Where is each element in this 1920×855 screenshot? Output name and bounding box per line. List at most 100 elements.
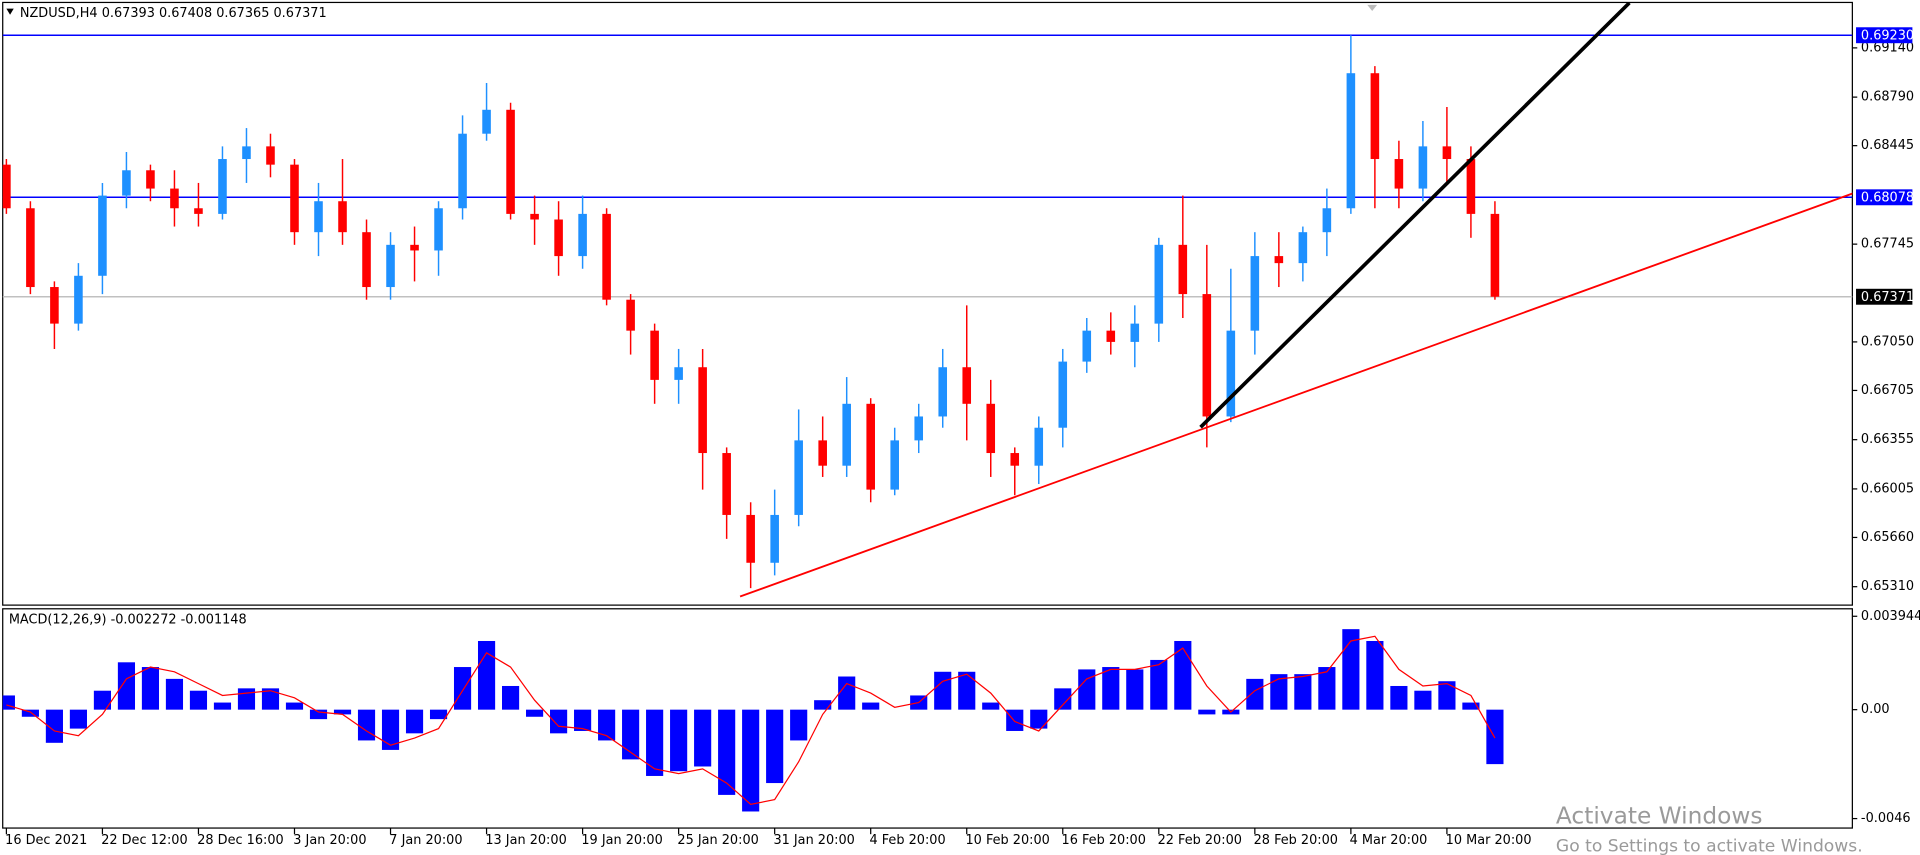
candle-body bbox=[170, 188, 179, 209]
candle-body bbox=[1418, 146, 1428, 189]
candle-body bbox=[1250, 256, 1260, 331]
macd-bar bbox=[574, 709, 592, 731]
x-tick-label: 22 Dec 12:00 bbox=[101, 833, 187, 848]
candle-body bbox=[770, 514, 779, 563]
macd-bar bbox=[1198, 709, 1216, 715]
candle-body bbox=[1394, 159, 1404, 189]
macd-bar bbox=[285, 702, 304, 710]
macd-bar bbox=[1054, 688, 1072, 710]
macd-bar bbox=[1174, 640, 1192, 710]
macd-bar bbox=[1414, 690, 1432, 710]
candle-body bbox=[338, 201, 347, 233]
macd-bar bbox=[261, 688, 280, 710]
candle-body bbox=[1322, 208, 1332, 233]
macd-bar bbox=[958, 671, 976, 710]
main-panel bbox=[2, 1, 1853, 606]
macd-bar bbox=[622, 709, 640, 760]
macd-bar bbox=[1270, 674, 1288, 710]
macd-bar bbox=[1462, 702, 1480, 710]
candle-body bbox=[554, 219, 563, 257]
candle-body bbox=[314, 201, 323, 233]
macd-bar bbox=[357, 709, 376, 741]
macd-bar bbox=[766, 709, 784, 784]
candle-body bbox=[146, 170, 155, 189]
candle-body bbox=[986, 403, 996, 454]
candle-body bbox=[482, 109, 491, 134]
macd-bar bbox=[1246, 678, 1264, 710]
x-tick-label: 4 Feb 20:00 bbox=[869, 833, 945, 848]
candle-body bbox=[1202, 294, 1212, 417]
candle-body bbox=[962, 367, 972, 404]
macd-bar bbox=[1342, 629, 1360, 710]
y-tick-label: 0.68445 bbox=[1861, 138, 1914, 153]
candle-body bbox=[1082, 330, 1092, 362]
y-tick-label: 0.00 bbox=[1861, 702, 1890, 717]
candle-body bbox=[842, 403, 851, 466]
macd-bar bbox=[237, 688, 256, 710]
watermark-title: Activate Windows bbox=[1556, 803, 1763, 830]
macd-bar bbox=[646, 709, 664, 776]
macd-bar bbox=[1006, 709, 1024, 731]
candle-body bbox=[938, 367, 948, 417]
candle-body bbox=[1226, 330, 1236, 417]
candle-body bbox=[650, 330, 659, 380]
candle-body bbox=[1466, 159, 1476, 214]
candle-body bbox=[266, 146, 275, 165]
candle-body bbox=[386, 244, 395, 288]
macd-bar bbox=[45, 709, 63, 743]
candle-body bbox=[698, 367, 707, 454]
y-tick-label: 0.67745 bbox=[1861, 237, 1914, 252]
macd-bar bbox=[333, 709, 352, 715]
x-tick-label: 22 Feb 20:00 bbox=[1158, 833, 1242, 848]
x-tick-label: 3 Jan 20:00 bbox=[293, 833, 366, 848]
x-tick-label: 4 Mar 20:00 bbox=[1350, 833, 1428, 848]
candle-body bbox=[914, 416, 924, 441]
macd-panel bbox=[2, 608, 1853, 829]
candle-body bbox=[122, 170, 131, 196]
candle-body bbox=[1370, 73, 1380, 160]
x-tick-label: 16 Feb 20:00 bbox=[1062, 833, 1146, 848]
macd-bar bbox=[862, 702, 880, 710]
macd-bar bbox=[838, 676, 856, 710]
candle-body bbox=[1154, 244, 1164, 324]
macd-bar bbox=[405, 709, 424, 734]
x-tick-label: 28 Dec 16:00 bbox=[197, 833, 283, 848]
macd-title: MACD(12,26,9) -0.002272 -0.001148 bbox=[9, 612, 247, 627]
price-plot bbox=[2, 2, 1853, 598]
price-label: 0.68078 bbox=[1861, 190, 1914, 205]
candle-body bbox=[410, 244, 419, 251]
macd-plot bbox=[2, 629, 1504, 812]
candle-body bbox=[818, 440, 827, 466]
y-tick-label: 0.66705 bbox=[1861, 383, 1914, 398]
y-tick-label: 0.66355 bbox=[1861, 432, 1914, 447]
candle-body bbox=[674, 367, 683, 380]
candle-body bbox=[434, 208, 443, 251]
candle-body bbox=[1274, 256, 1284, 264]
macd-bar bbox=[1390, 685, 1408, 710]
macd-bar bbox=[93, 690, 112, 710]
macd-bar bbox=[1294, 674, 1312, 710]
macd-bar bbox=[598, 709, 616, 741]
candle-body bbox=[1130, 323, 1140, 342]
macd-bar bbox=[670, 709, 688, 772]
trendline bbox=[1199, 2, 1631, 429]
candle-body bbox=[26, 208, 35, 288]
macd-bar bbox=[934, 671, 952, 710]
macd-bar bbox=[141, 667, 160, 710]
macd-bar bbox=[501, 685, 520, 710]
y-tick-label: 0.65310 bbox=[1861, 579, 1914, 594]
x-tick-label: 25 Jan 20:00 bbox=[677, 833, 758, 848]
candle-body bbox=[530, 213, 539, 220]
x-tick-label: 28 Feb 20:00 bbox=[1254, 833, 1338, 848]
macd-bar bbox=[21, 709, 39, 717]
macd-bar bbox=[526, 709, 544, 717]
candle-body bbox=[890, 440, 899, 490]
macd-bar bbox=[213, 702, 232, 710]
x-tick-label: 19 Jan 20:00 bbox=[581, 833, 662, 848]
y-tick-label: -0.0046 bbox=[1861, 811, 1911, 826]
candle-body bbox=[98, 195, 107, 276]
price-label-box bbox=[1856, 27, 1913, 44]
menu-arrow[interactable] bbox=[6, 8, 14, 15]
price-label: 0.69230 bbox=[1861, 28, 1914, 43]
candle-body bbox=[1106, 330, 1116, 342]
